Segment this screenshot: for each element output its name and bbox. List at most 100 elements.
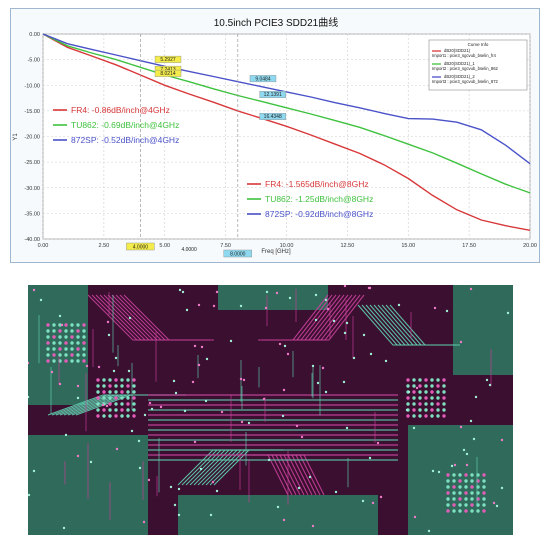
via — [282, 518, 286, 522]
bga-pad — [132, 408, 136, 412]
bga-pad — [406, 396, 410, 400]
sdd21-chart-panel: 10.5inch PCIE3 SDD21曲线 0.00 2.50 5.00 7.50 1… — [10, 8, 540, 263]
bga-pad — [464, 503, 468, 507]
bga-pad — [470, 509, 474, 513]
via — [295, 424, 299, 428]
bga-pad — [102, 378, 106, 382]
bga-pad — [46, 341, 50, 345]
via — [215, 489, 219, 493]
bga-pad — [418, 390, 422, 394]
bga-pad — [418, 408, 422, 412]
bga-pad — [430, 390, 434, 394]
via — [242, 378, 246, 382]
via — [379, 495, 383, 499]
via — [343, 331, 347, 335]
axis-ticks: 0.00 2.50 5.00 7.50 10.00 12.50 15.00 17.50 20.0… — [24, 32, 536, 249]
via — [193, 344, 197, 348]
via — [106, 320, 110, 324]
bga-pad — [58, 353, 62, 357]
via — [495, 504, 499, 508]
bga-pad — [470, 503, 474, 507]
y-tick-label: -40.00 — [24, 237, 40, 243]
bga-pad — [58, 341, 62, 345]
bga-pad — [70, 347, 74, 351]
via — [76, 396, 80, 400]
via — [324, 390, 328, 394]
bga-pad — [452, 491, 456, 495]
bga-pad — [76, 323, 80, 327]
via — [397, 303, 401, 307]
bga-pad — [458, 503, 462, 507]
marker-box — [259, 113, 286, 120]
bga-pad — [412, 396, 416, 400]
bga-pad — [126, 402, 130, 406]
annotation-text: FR4: -0.86dB/inch@4GHz — [71, 105, 170, 115]
bga-pad — [132, 378, 136, 382]
via — [345, 426, 349, 430]
via — [415, 386, 419, 390]
bga-pad — [46, 359, 50, 363]
bga-pad — [82, 335, 86, 339]
via — [462, 448, 466, 452]
bga-pad — [76, 353, 80, 357]
bga-pad — [120, 378, 124, 382]
bga-pad — [120, 396, 124, 400]
x-tick-label: 12.50 — [340, 243, 354, 249]
bga-pad — [64, 335, 68, 339]
via — [453, 463, 457, 467]
via — [173, 503, 177, 507]
bga-pad — [70, 329, 74, 333]
x-axis-label: Freq [GHz] — [261, 249, 291, 255]
bga-pad — [436, 384, 440, 388]
bga-pad — [120, 414, 124, 418]
via — [191, 380, 195, 384]
via — [159, 405, 163, 409]
pcb-trace — [389, 304, 460, 346]
via — [321, 366, 325, 370]
via — [204, 399, 208, 403]
via — [283, 344, 287, 348]
y-tick-label: -5.00 — [27, 58, 40, 64]
bga-pad — [82, 347, 86, 351]
x-marker-label: 4.0000 — [133, 244, 149, 250]
via — [450, 464, 454, 468]
bga-pad — [430, 402, 434, 406]
via — [143, 413, 147, 417]
x-tick-label: 5.00 — [159, 243, 170, 249]
x-tick-label: 15.00 — [401, 243, 415, 249]
bga-pad — [70, 341, 74, 345]
bga-pad — [52, 353, 56, 357]
bga-pad — [446, 509, 450, 513]
via — [60, 323, 64, 327]
via — [412, 426, 416, 430]
y-tick-label: -15.00 — [24, 109, 40, 115]
via — [311, 364, 315, 368]
bga-pad — [102, 390, 106, 394]
bga-pad — [120, 390, 124, 394]
x-marker-box — [223, 249, 253, 258]
series-line-872sp — [42, 33, 531, 165]
bga-pad — [126, 414, 130, 418]
via — [474, 395, 478, 399]
pcb-routing-graphic — [28, 285, 513, 535]
via — [50, 370, 54, 374]
bga-pad — [132, 384, 136, 388]
series-line-fr4 — [42, 33, 531, 231]
bga-pad — [446, 479, 450, 483]
via — [343, 285, 347, 288]
bga-pad — [132, 396, 136, 400]
bga-pad — [108, 402, 112, 406]
bga-pad — [132, 402, 136, 406]
bga-pad — [446, 503, 450, 507]
annotation-text: 872SP: -0.92dB/inch@8GHz — [265, 209, 373, 219]
bga-pad — [452, 509, 456, 513]
legend-entry: dB20(SDD21) — [444, 48, 471, 53]
via — [58, 314, 62, 318]
via — [115, 447, 119, 451]
bga-pad — [52, 347, 56, 351]
via — [469, 419, 473, 423]
bga-pad — [418, 378, 422, 382]
bga-pad — [108, 390, 112, 394]
via — [276, 505, 280, 509]
via — [39, 298, 43, 302]
